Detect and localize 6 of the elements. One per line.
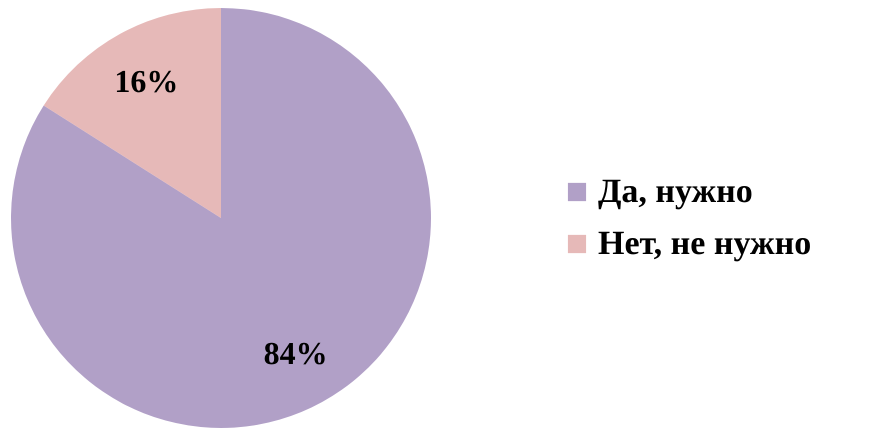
legend-label: Нет, не нужно — [598, 225, 812, 262]
pie-slice — [11, 8, 431, 428]
legend-label: Да, нужно — [598, 173, 753, 210]
data-label: 16% — [114, 63, 178, 100]
data-label: 84% — [264, 334, 328, 371]
pie-slice — [44, 8, 221, 218]
